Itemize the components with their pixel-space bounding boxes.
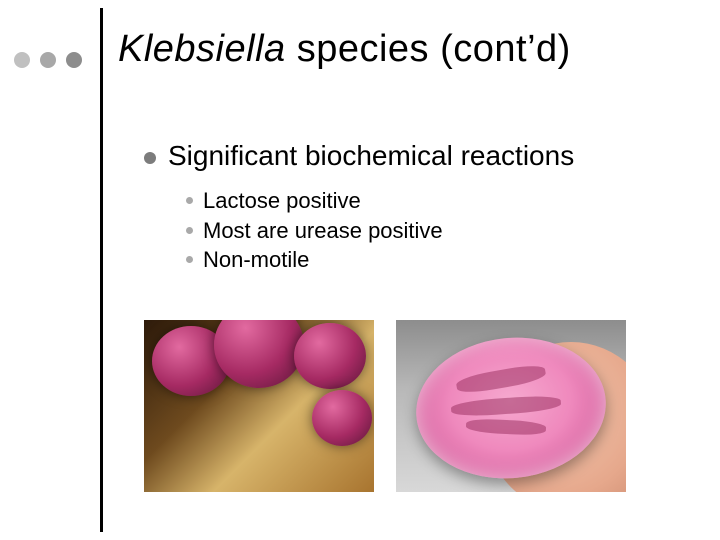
- slide-body: Significant biochemical reactions Lactos…: [144, 140, 684, 275]
- dot-icon: [14, 52, 30, 68]
- level2-item: Most are urease positive: [186, 216, 684, 246]
- title-italic: Klebsiella: [118, 28, 286, 70]
- slide-title: Klebsiella species (cont’d): [118, 28, 571, 71]
- slide: Klebsiella species (cont’d) Significant …: [0, 0, 720, 540]
- sub-bullet-icon: [186, 197, 193, 204]
- level1-text: Significant biochemical reactions: [168, 140, 574, 172]
- level2-text: Lactose positive: [203, 186, 361, 216]
- image-placeholder: [396, 320, 626, 492]
- level2-text: Most are urease positive: [203, 216, 443, 246]
- image-row: [144, 320, 626, 492]
- level2-item: Non-motile: [186, 245, 684, 275]
- bullet-icon: [144, 152, 156, 164]
- sub-bullet-icon: [186, 256, 193, 263]
- title-rest: species (cont’d): [286, 28, 571, 70]
- level2-list: Lactose positive Most are urease positiv…: [186, 186, 684, 275]
- image-placeholder: [144, 320, 374, 492]
- vertical-divider: [100, 8, 103, 532]
- dot-icon: [66, 52, 82, 68]
- sub-bullet-icon: [186, 227, 193, 234]
- level2-text: Non-motile: [203, 245, 309, 275]
- level1-item: Significant biochemical reactions: [144, 140, 684, 172]
- decorative-side-dots: [14, 52, 82, 68]
- dot-icon: [40, 52, 56, 68]
- level2-item: Lactose positive: [186, 186, 684, 216]
